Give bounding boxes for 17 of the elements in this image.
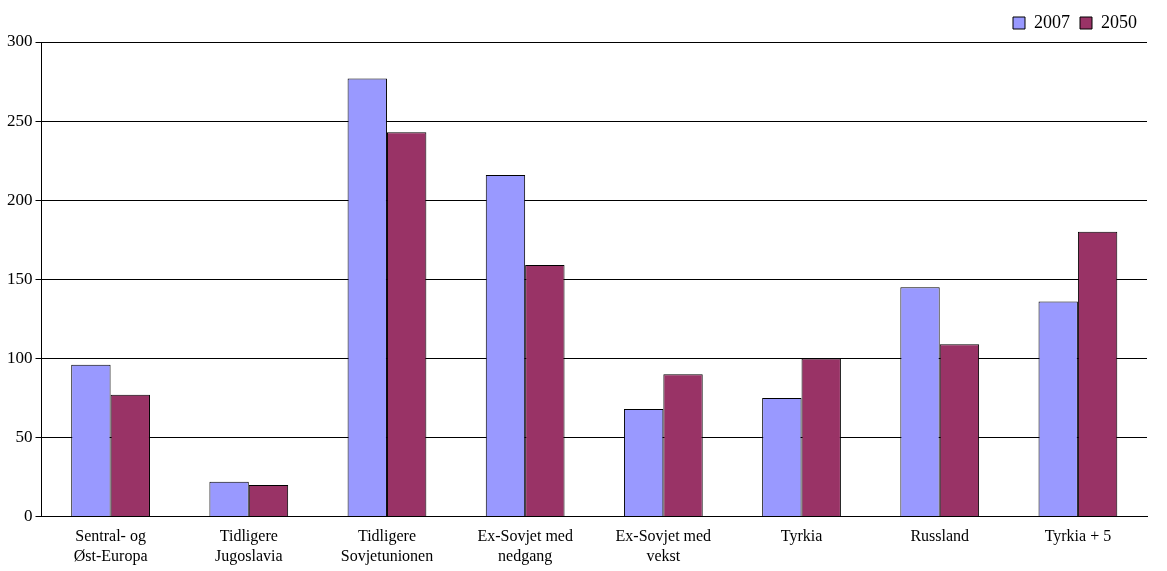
x-tick-label: Tyrkia + 5: [1044, 527, 1112, 546]
x-tick-label: Tidligere Jugoslavia: [215, 527, 283, 565]
x-tick-label: Sentral- og Øst-Europa: [73, 527, 148, 565]
x-tick-label: Ex-Sovjet med vekst: [615, 527, 712, 564]
x-tick-label: Russland: [910, 527, 970, 545]
legend-label: 2050: [1101, 11, 1137, 32]
y-tick-label: 250: [7, 110, 33, 130]
y-tick-label: 300: [7, 31, 33, 51]
x-tick-label: Ex-Sovjet med nedgang: [477, 527, 573, 565]
y-tick-label: 150: [7, 268, 33, 288]
y-tick-label: 200: [7, 189, 33, 209]
y-tick-label: 100: [7, 347, 33, 367]
y-tick-label: 50: [15, 426, 33, 446]
legend-label: 2007: [1034, 11, 1070, 32]
x-tick-label: Tidligere Sovjetunionen: [340, 527, 434, 565]
y-tick-label: 0: [24, 506, 33, 526]
x-tick-label: Tyrkia: [780, 527, 823, 546]
